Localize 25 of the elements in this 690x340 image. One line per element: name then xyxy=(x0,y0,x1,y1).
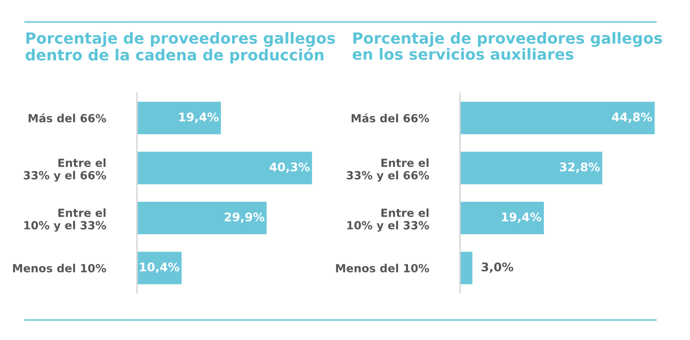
bar xyxy=(460,200,546,236)
bar xyxy=(460,150,604,186)
y-tick-label: Entre el 33% y el 66% xyxy=(24,158,106,182)
y-tick-label: Entre el 10% y el 33% xyxy=(347,208,430,232)
data-label: 3,0% xyxy=(482,262,514,273)
data-label: 32,8% xyxy=(560,162,600,173)
y-tick-label: Más del 66% xyxy=(28,113,106,122)
chart-title: Porcentaje de proveedores gallegos dentro de la cadena de producción xyxy=(26,32,335,64)
chart-title: Porcentaje de proveedores gallegos en los servicios auxiliares xyxy=(352,32,662,60)
data-label: 44,8% xyxy=(612,112,652,123)
data-label: 10,4% xyxy=(140,262,180,273)
data-label: 19,4% xyxy=(502,212,542,223)
data-label: 40,3% xyxy=(270,162,310,173)
y-tick-label: Más del 66% xyxy=(352,113,430,122)
y-tick-label: Menos del 10% xyxy=(336,264,430,272)
bar xyxy=(460,100,656,136)
y-tick-label: Entre el 10% y el 33% xyxy=(24,208,106,232)
data-label: 19,4% xyxy=(179,112,219,123)
bar xyxy=(460,250,474,286)
bar xyxy=(137,100,222,136)
bar xyxy=(137,150,313,186)
data-label: 29,9% xyxy=(224,212,264,223)
y-tick-label: Entre el 33% y el 66% xyxy=(346,158,430,182)
bar xyxy=(137,200,268,236)
y-tick-label: Menos del 10% xyxy=(13,264,106,272)
